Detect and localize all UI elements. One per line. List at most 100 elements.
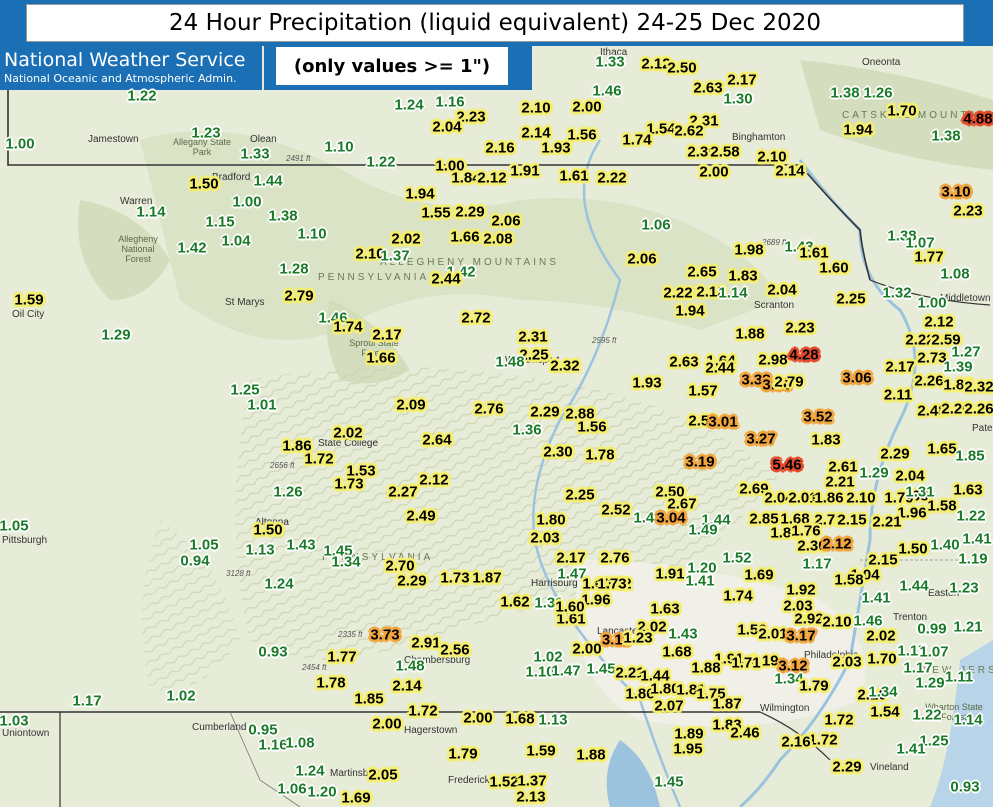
precip-value: 1.42 (177, 239, 207, 257)
precip-value: 1.24 (394, 96, 424, 114)
place-label-st-marys: St Marys (225, 297, 265, 308)
place-label-middletown: Middletown (940, 293, 991, 304)
precip-value: 2.07 (654, 697, 684, 715)
precip-value: 2.29 (832, 758, 862, 776)
precip-value: 2.02 (391, 230, 421, 248)
precip-value: 1.29 (859, 464, 889, 482)
precip-value: 2.21 (825, 473, 855, 491)
precip-value: 4.28 (789, 346, 819, 364)
precip-value: 1.86 (625, 685, 655, 703)
precip-value: 1.27 (951, 343, 981, 361)
precip-value: 1.38 (830, 84, 860, 102)
place-label-paterson: Paterson (972, 423, 993, 434)
precip-value: 1.13 (538, 711, 568, 729)
precip-value: 3.17 (786, 627, 816, 645)
precip-value: 1.03 (0, 712, 29, 730)
precip-value: 2.17 (556, 549, 586, 567)
place-label-allegheny-mountains: ALLEGHENY MOUNTAINS (380, 257, 559, 268)
place-label-hagerstown: Hagerstown (404, 725, 458, 736)
precip-value: 1.44 (253, 172, 283, 190)
precip-value: 1.13 (245, 541, 275, 559)
precip-value: 2.03 (783, 597, 813, 615)
precip-value: 1.66 (450, 228, 480, 246)
precip-value: 2.26 (941, 400, 971, 418)
precip-value: 2.31 (689, 112, 719, 130)
precip-value: 1.86 (282, 437, 312, 455)
precip-value: 1.32 (882, 284, 912, 302)
precip-value: 1.54 (646, 120, 676, 138)
precip-value: 1.31 (905, 483, 935, 501)
precip-value: 1.74 (333, 318, 363, 336)
precip-value: 1.81 (676, 681, 706, 699)
precip-value: 1.72 (408, 702, 438, 720)
precip-value: 1.52 (722, 549, 752, 567)
precip-value: 1.68 (780, 510, 810, 528)
precip-value: 2.16 (857, 686, 887, 704)
precip-value: 1.50 (189, 175, 219, 193)
precip-value: 1.58 (834, 571, 864, 589)
precip-value: 2.50 (667, 59, 697, 77)
precip-value: 2.73 (917, 349, 947, 367)
elevation-label-e2335: 2335 ft (338, 630, 363, 639)
precip-value: 2.23 (456, 108, 486, 126)
place-label-easton: Easton (928, 588, 960, 599)
precip-value: 1.91 (510, 162, 540, 180)
precip-value: 2.70 (385, 557, 415, 575)
precip-value: 1.83 (811, 431, 841, 449)
precip-value: 1.88 (576, 746, 606, 764)
precip-value: 1.11 (944, 668, 974, 686)
precip-value: 1.84 (451, 169, 481, 187)
precip-value: 3.12 (778, 657, 808, 675)
precip-value: 1.34 (331, 553, 361, 571)
place-label-wharton: Wharton State Forest (925, 702, 983, 722)
precip-value: 1.06 (277, 780, 307, 798)
place-label-cumberland: Cumberland (192, 722, 247, 733)
precip-value: 1.59 (526, 742, 556, 760)
precip-value: 2.00 (699, 163, 729, 181)
precip-value: 2.12 (419, 471, 449, 489)
precip-value: 1.16 (258, 736, 288, 754)
place-label-uniontown: Uniontown (2, 728, 50, 739)
place-label-olean: Olean (250, 134, 277, 145)
place-label-warren: Warren (120, 196, 153, 207)
precip-value: 1.89 (674, 725, 704, 743)
precip-value: 2.00 (463, 709, 493, 727)
precip-value: 3.06 (842, 369, 872, 387)
precip-value: 2.91 (411, 634, 441, 652)
precip-value: 1.74 (723, 587, 753, 605)
precip-value: 1.37 (517, 772, 547, 790)
precip-value: 1.96 (581, 591, 611, 609)
precip-value: 1.68 (899, 487, 929, 505)
precip-value: 1.22 (912, 706, 942, 724)
precip-value: 1.26 (273, 483, 303, 501)
precip-value: 1.46 (318, 309, 348, 327)
precip-value: 1.58 (927, 497, 957, 515)
precip-value: 2.12 (924, 313, 954, 331)
precip-value: 1.00 (232, 193, 262, 211)
precip-value: 1.96 (897, 504, 927, 522)
precip-value: 0.94 (180, 552, 210, 570)
precip-value: 1.23 (623, 629, 653, 647)
precip-value: 2.14 (392, 677, 422, 695)
precip-value: 1.33 (595, 53, 625, 71)
place-label-state-college: State College (318, 438, 379, 449)
elevation-label-e2689: 2689 ft (762, 238, 787, 247)
precip-value: 1.76 (791, 522, 821, 540)
precip-value: 1.73 (440, 569, 470, 587)
precip-value: 2.64 (422, 431, 452, 449)
precip-value: 1.46 (592, 82, 622, 100)
precip-value: 1.41 (896, 740, 926, 758)
precip-value: 2.32 (964, 378, 993, 396)
precip-value: 2.29 (455, 203, 485, 221)
precip-value: 2.79 (284, 287, 314, 305)
precip-value: 2.02 (333, 424, 363, 442)
precip-value: 2.59 (931, 331, 961, 349)
precip-value: 1.10 (324, 138, 354, 156)
precip-value: 2.50 (655, 483, 685, 501)
precip-value: 2.19 (749, 652, 779, 670)
precip-value: 1.43 (286, 536, 316, 554)
precip-value: 1.38 (931, 127, 961, 145)
place-label-pennsylvania-north: PENNSYLVANIA (318, 272, 430, 283)
precip-value: 2.46 (730, 724, 760, 742)
